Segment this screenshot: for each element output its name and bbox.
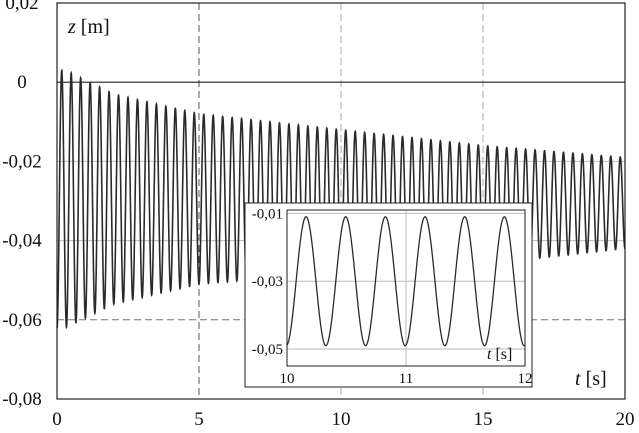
main-y-tick-label: -0,08 <box>2 389 42 410</box>
main-x-tick-labels: 0 5 10 15 20 <box>52 409 634 430</box>
inset-x-tick-label: 12 <box>518 371 533 387</box>
main-x-tick-label: 10 <box>332 409 351 430</box>
main-x-tick-label: 15 <box>474 409 493 430</box>
inset-x-axis-label: t [s] <box>487 346 512 363</box>
inset-y-tick-labels: -0,01 -0,03 -0,05 <box>252 206 283 358</box>
main-y-tick-label: 0,02 <box>5 0 38 14</box>
inset-series <box>286 216 526 347</box>
main-y-tick-label: -0,04 <box>2 231 42 252</box>
main-plot-frame <box>56 2 626 400</box>
main-x-tick-label: 0 <box>52 409 62 430</box>
main-y-tick-label: 0 <box>17 72 27 93</box>
inset-signal-line <box>286 216 526 347</box>
inset-plot-frame <box>286 209 526 367</box>
main-y-tick-label: -0,02 <box>2 151 42 172</box>
inset-y-tick-label: -0,05 <box>252 342 283 358</box>
inset-x-tick-label: 11 <box>399 371 413 387</box>
main-grid <box>57 3 625 399</box>
inset-y-tick-label: -0,01 <box>252 206 283 222</box>
main-x-axis-label: t [s] <box>575 368 607 390</box>
inset-chart: 10 11 12 -0,01 -0,03 -0,05 t [s] <box>244 202 533 388</box>
inset-grid <box>287 210 525 366</box>
main-y-tick-label: -0,06 <box>2 310 42 331</box>
main-x-tick-label: 5 <box>194 409 204 430</box>
inset-x-tick-label: 10 <box>280 371 295 387</box>
main-y-axis-label: z [m] <box>67 16 110 38</box>
main-x-tick-label: 20 <box>616 409 635 430</box>
inset-y-tick-label: -0,03 <box>252 274 283 290</box>
inset-x-tick-labels: 10 11 12 <box>280 371 533 387</box>
main-y-tick-labels: 0,02 0 -0,02 -0,04 -0,06 -0,08 <box>2 0 42 410</box>
